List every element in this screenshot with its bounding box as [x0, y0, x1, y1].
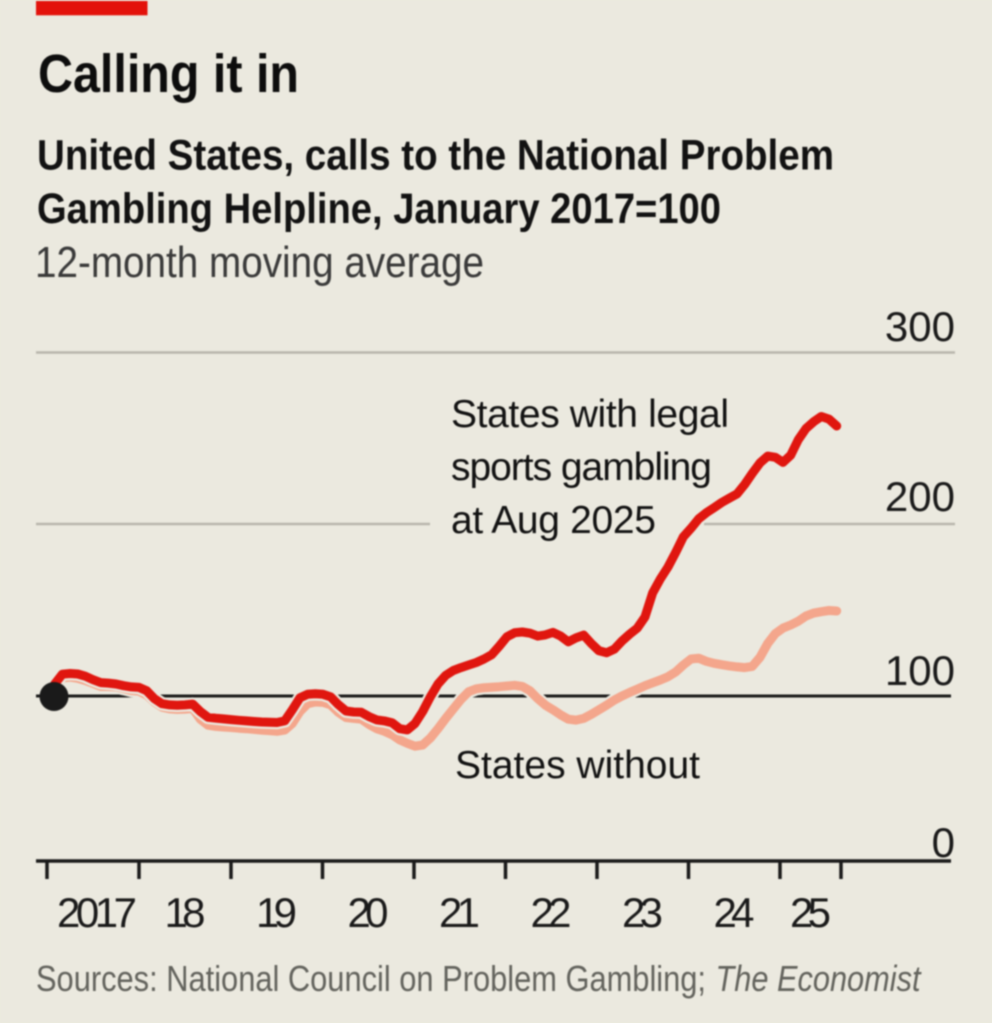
svg-text:18: 18 — [165, 889, 206, 936]
svg-text:20: 20 — [348, 889, 389, 936]
svg-text:25: 25 — [790, 889, 831, 936]
svg-text:21: 21 — [439, 889, 480, 936]
svg-text:12-month moving average: 12-month moving average — [35, 238, 484, 287]
svg-text:States with legal: States with legal — [451, 393, 729, 436]
svg-text:at Aug 2025: at Aug 2025 — [451, 499, 656, 542]
svg-text:sports gambling: sports gambling — [451, 446, 712, 489]
svg-text:United States, calls to the Na: United States, calls to the National Pro… — [37, 133, 834, 180]
svg-text:23: 23 — [622, 889, 663, 936]
svg-text:Gambling Helpline, January 201: Gambling Helpline, January 2017=100 — [37, 186, 721, 233]
svg-text:300: 300 — [885, 303, 955, 350]
svg-text:States without: States without — [455, 744, 700, 787]
svg-text:Calling it in: Calling it in — [38, 44, 299, 104]
svg-text:0: 0 — [932, 819, 955, 866]
svg-text:24: 24 — [714, 889, 755, 936]
svg-text:22: 22 — [531, 889, 572, 936]
svg-text:2017: 2017 — [57, 889, 137, 936]
svg-text:Sources: National Council on P: Sources: National Council on Problem Gam… — [36, 958, 706, 999]
svg-text:200: 200 — [885, 473, 955, 520]
svg-text:The Economist: The Economist — [716, 958, 923, 999]
svg-text:19: 19 — [256, 889, 297, 936]
svg-text:100: 100 — [885, 647, 955, 694]
